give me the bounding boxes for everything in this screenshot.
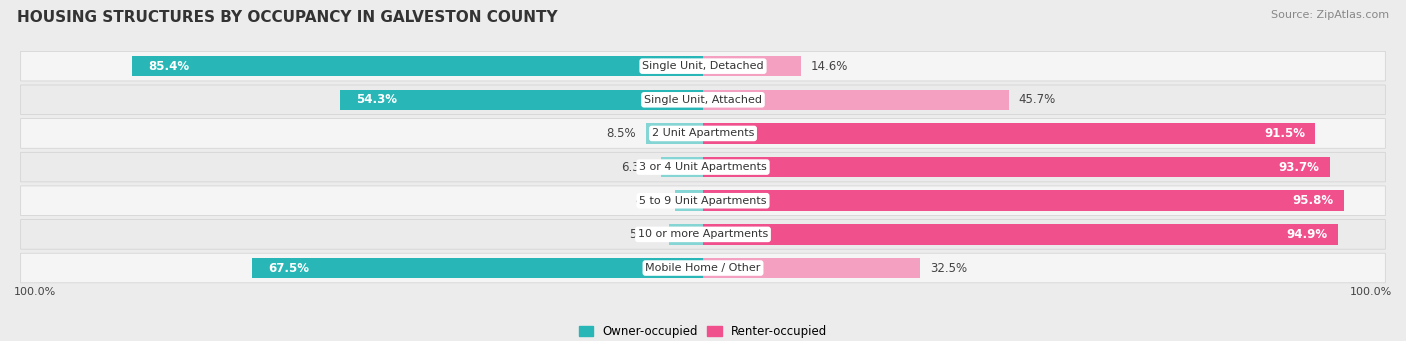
Text: 32.5%: 32.5% [931, 262, 967, 275]
Bar [675, 190, 703, 211]
Bar [703, 89, 1008, 110]
Bar [703, 224, 1337, 245]
Text: 10 or more Apartments: 10 or more Apartments [638, 229, 768, 239]
Text: 67.5%: 67.5% [269, 262, 309, 275]
FancyBboxPatch shape [21, 119, 1385, 148]
Text: HOUSING STRUCTURES BY OCCUPANCY IN GALVESTON COUNTY: HOUSING STRUCTURES BY OCCUPANCY IN GALVE… [17, 10, 558, 25]
FancyBboxPatch shape [21, 253, 1385, 283]
Text: 5.1%: 5.1% [628, 228, 659, 241]
Text: 4.2%: 4.2% [636, 194, 665, 207]
FancyBboxPatch shape [21, 51, 1385, 81]
Text: Single Unit, Attached: Single Unit, Attached [644, 95, 762, 105]
Bar [669, 224, 703, 245]
Bar [340, 89, 703, 110]
Text: 5 to 9 Unit Apartments: 5 to 9 Unit Apartments [640, 196, 766, 206]
Text: 94.9%: 94.9% [1286, 228, 1327, 241]
Bar [647, 123, 703, 144]
Text: 93.7%: 93.7% [1279, 161, 1320, 174]
Text: 2 Unit Apartments: 2 Unit Apartments [652, 129, 754, 138]
Text: 85.4%: 85.4% [149, 60, 190, 73]
Bar [703, 123, 1315, 144]
FancyBboxPatch shape [21, 220, 1385, 249]
Text: 6.3%: 6.3% [621, 161, 651, 174]
FancyBboxPatch shape [21, 85, 1385, 115]
Text: 45.7%: 45.7% [1019, 93, 1056, 106]
Bar [703, 258, 921, 278]
Text: 91.5%: 91.5% [1264, 127, 1305, 140]
Text: 95.8%: 95.8% [1292, 194, 1334, 207]
Bar [703, 190, 1344, 211]
Text: Mobile Home / Other: Mobile Home / Other [645, 263, 761, 273]
Bar [703, 56, 800, 76]
Bar [661, 157, 703, 177]
Bar [132, 56, 703, 76]
Bar [252, 258, 703, 278]
Text: 100.0%: 100.0% [14, 287, 56, 297]
Bar [703, 157, 1330, 177]
Legend: Owner-occupied, Renter-occupied: Owner-occupied, Renter-occupied [574, 321, 832, 341]
Text: 3 or 4 Unit Apartments: 3 or 4 Unit Apartments [640, 162, 766, 172]
Text: Source: ZipAtlas.com: Source: ZipAtlas.com [1271, 10, 1389, 20]
Text: 8.5%: 8.5% [606, 127, 636, 140]
Text: 100.0%: 100.0% [1350, 287, 1392, 297]
FancyBboxPatch shape [21, 152, 1385, 182]
Text: 14.6%: 14.6% [811, 60, 848, 73]
FancyBboxPatch shape [21, 186, 1385, 216]
Text: Single Unit, Detached: Single Unit, Detached [643, 61, 763, 71]
Text: 54.3%: 54.3% [357, 93, 398, 106]
